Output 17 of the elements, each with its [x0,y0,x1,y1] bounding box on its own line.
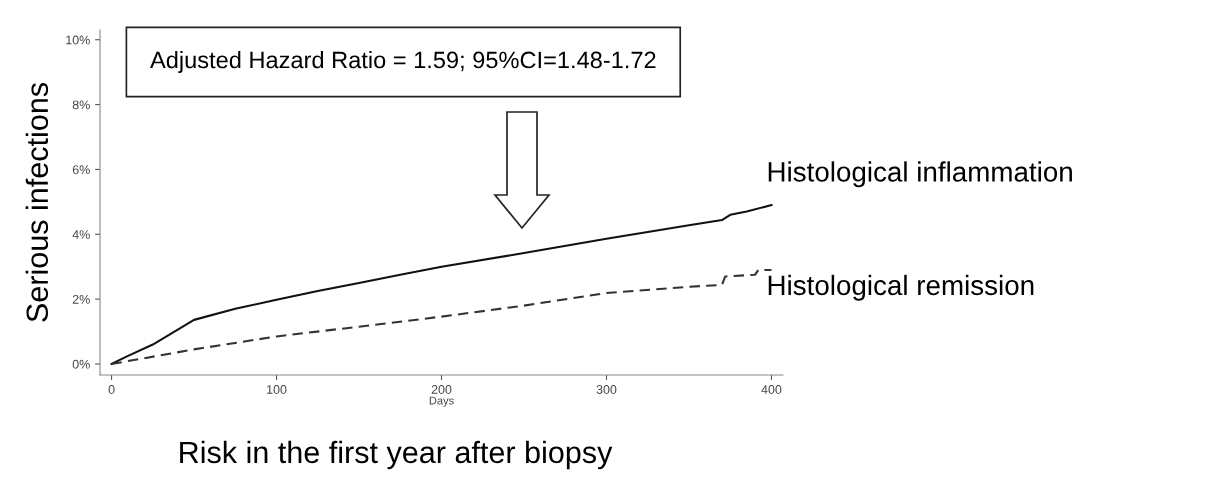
x-tick-label: 0 [108,385,115,394]
y-axis-title: Serious infections [25,83,49,322]
x-axis-title: Days [429,396,454,407]
x-tick-label: 400 [761,385,782,394]
y-tick-label: 10% [66,35,90,45]
y-tick-label: 8% [72,100,90,110]
annotation: Adjusted Hazard Ratio = 1.59; 95%CI=1.48-1.72 [150,51,656,73]
y-tick-label: 0% [72,359,90,369]
y-tick-label: 2% [72,294,90,304]
y-tick-label: 6% [72,165,90,175]
x-tick-label: 100 [267,385,287,394]
series-label: Histological inflammation [768,161,1072,188]
x-tick-label: 200 [431,385,452,394]
y-tick-label: 4% [72,230,90,239]
x-tick-label: 300 [596,385,617,394]
text: Risk in the first year after biopsy [180,440,613,470]
series-label: Histological remission [768,274,1034,301]
